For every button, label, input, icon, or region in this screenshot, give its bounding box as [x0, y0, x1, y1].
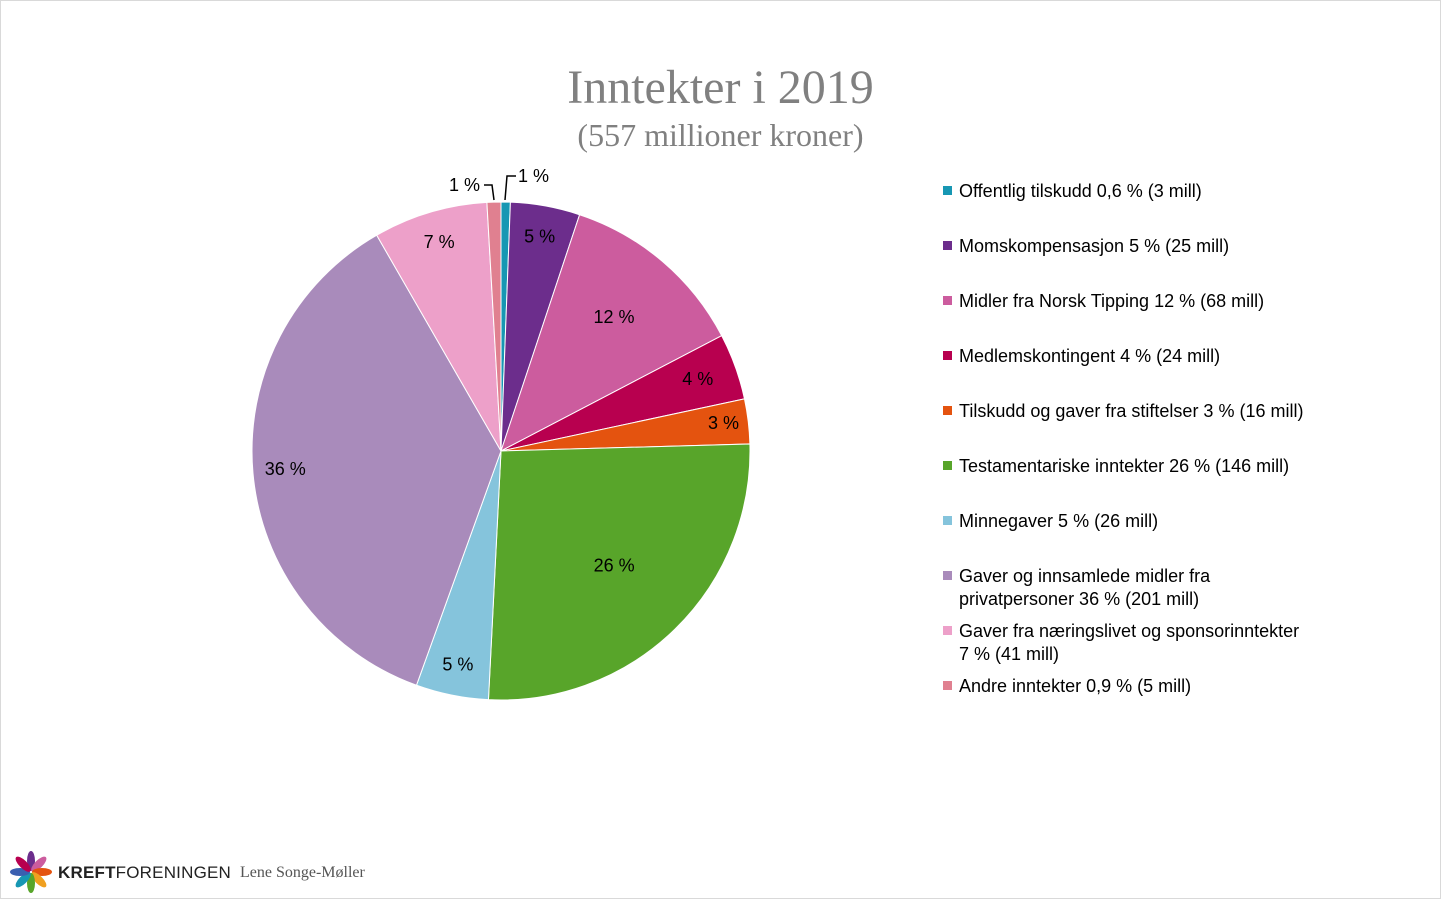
- brand-bold: KREFT: [58, 863, 116, 882]
- legend-swatch: [943, 351, 952, 360]
- legend-swatch: [943, 461, 952, 470]
- pie-slice-5: [487, 443, 751, 701]
- legend-label: Momskompensasjon 5 % (25 mill): [959, 236, 1230, 256]
- legend-swatch: [943, 406, 952, 415]
- legend-swatch: [943, 186, 952, 195]
- legend-label: Minnegaver 5 % (26 mill): [959, 511, 1159, 531]
- pie-slice-label-5: 26 %: [594, 555, 635, 575]
- legend-swatch: [943, 626, 952, 635]
- pie-slice-7: [251, 234, 502, 686]
- legend-label: Medlemskontingent 4 % (24 mill): [959, 346, 1221, 366]
- legend-label: Testamentariske inntekter 26 % (146 mill…: [959, 456, 1290, 476]
- pie-slice-label-2: 12 %: [593, 307, 634, 327]
- pie-slice-2: [500, 214, 723, 453]
- kreftforeningen-logo: [10, 851, 52, 893]
- pie-slice-label-6: 5 %: [442, 655, 473, 675]
- legend-label: Tilskudd og gaver fra stiftelser 3 % (16…: [959, 401, 1304, 421]
- pie-slice-label-7: 36 %: [265, 459, 306, 479]
- brand-name: KREFTFORENINGEN: [58, 863, 231, 883]
- legend-label: Gaver fra næringslivet og sponsorinntekt…: [959, 621, 1300, 664]
- legend-swatch: [943, 296, 952, 305]
- legend-swatch: [943, 516, 952, 525]
- brand-rest: FORENINGEN: [115, 863, 232, 882]
- chart-title: Inntekter i 2019: [567, 61, 874, 114]
- legend-label: Andre inntekter 0,9 % (5 mill): [959, 676, 1192, 696]
- legend-label: Gaver og innsamlede midler fra privatper…: [959, 566, 1211, 609]
- leader-line-9: [484, 184, 495, 201]
- author-name: Lene Songe-Møller: [240, 864, 365, 881]
- legend-swatch: [943, 571, 952, 580]
- pie-slice-label-8: 7 %: [424, 232, 455, 252]
- pie-slice-label-3: 4 %: [682, 369, 713, 389]
- chart-subtitle: (557 millioner kroner): [577, 117, 864, 153]
- legend-swatch: [943, 681, 952, 690]
- pie-slice-8: [376, 201, 502, 452]
- legend-swatch: [943, 241, 952, 250]
- leader-line-0: [504, 175, 516, 201]
- pie-slice-label-9: 1 %: [449, 175, 480, 195]
- pie-slice-label-1: 5 %: [524, 227, 555, 247]
- pie-slice-label-0: 1 %: [518, 166, 549, 186]
- legend-label: Offentlig tilskudd 0,6 % (3 mill): [959, 181, 1202, 201]
- pie-slice-9: [486, 201, 502, 452]
- legend-label: Midler fra Norsk Tipping 12 % (68 mill): [959, 291, 1265, 311]
- pie-slice-label-4: 3 %: [708, 413, 739, 433]
